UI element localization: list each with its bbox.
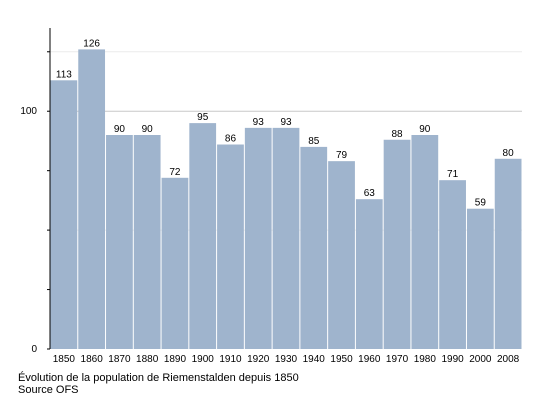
bars xyxy=(50,49,522,350)
x-tick-1900: 1900 xyxy=(192,354,215,365)
data-label-1890: 72 xyxy=(169,167,181,178)
data-label-1870: 90 xyxy=(114,124,126,135)
x-tick-1990: 1990 xyxy=(441,354,464,365)
x-tick-1890: 1890 xyxy=(164,354,187,365)
x-tick-2000: 2000 xyxy=(469,354,492,365)
data-label-1910: 86 xyxy=(225,134,237,145)
x-tick-1880: 1880 xyxy=(136,354,159,365)
bar-1960 xyxy=(355,199,383,349)
y-tick-label-100: 100 xyxy=(20,106,37,117)
data-label-1990: 71 xyxy=(447,169,459,180)
x-tick-1960: 1960 xyxy=(358,354,381,365)
bar-1920 xyxy=(244,127,272,349)
bar-1880 xyxy=(133,135,161,349)
chart-caption: Évolution de la population de Riemenstal… xyxy=(18,372,299,384)
data-label-1940: 85 xyxy=(308,136,320,147)
data-labels: 113 126 90 90 72 95 86 93 93 85 79 63 88 90 71 59 80 xyxy=(56,38,514,208)
data-label-1920: 93 xyxy=(253,117,265,128)
x-tick-1920: 1920 xyxy=(247,354,270,365)
bar-1970 xyxy=(383,139,411,349)
x-tick-1970: 1970 xyxy=(386,354,409,365)
bar-1890 xyxy=(161,177,189,349)
data-label-1930: 93 xyxy=(280,117,292,128)
x-tick-1980: 1980 xyxy=(414,354,437,365)
y-tick-label-0: 0 xyxy=(31,344,37,355)
data-label-1960: 63 xyxy=(364,188,376,199)
x-tick-1910: 1910 xyxy=(219,354,242,365)
data-label-1980: 90 xyxy=(419,124,431,135)
x-tick-1860: 1860 xyxy=(81,354,104,365)
x-tick-1940: 1940 xyxy=(303,354,326,365)
data-label-1850: 113 xyxy=(56,69,72,80)
bar-1850 xyxy=(50,80,78,350)
bar-2000 xyxy=(466,208,494,349)
bar-1990 xyxy=(439,180,466,349)
bar-1870 xyxy=(106,135,133,349)
x-tick-1850: 1850 xyxy=(53,354,76,365)
chart-source: Source OFS xyxy=(18,384,79,396)
data-label-2000: 59 xyxy=(475,198,487,209)
bar-1950 xyxy=(328,161,355,349)
data-label-1880: 90 xyxy=(142,124,154,135)
x-tick-1930: 1930 xyxy=(275,354,298,365)
data-label-1950: 79 xyxy=(336,150,348,161)
data-label-1900: 95 xyxy=(197,112,209,123)
bar-2008 xyxy=(494,158,522,349)
x-tick-1870: 1870 xyxy=(108,354,131,365)
data-label-1970: 88 xyxy=(391,129,403,140)
bar-1980 xyxy=(411,135,439,349)
bar-1860 xyxy=(78,49,106,350)
data-label-2008: 80 xyxy=(503,148,515,159)
y-tick-labels: 0 100 xyxy=(20,51,50,355)
x-tick-2008: 2008 xyxy=(497,354,520,365)
bar-1900 xyxy=(189,123,217,349)
x-tick-labels: 1850 1860 1870 1880 1890 1900 1910 1920 1930 1940… xyxy=(53,354,520,365)
bar-1930 xyxy=(272,127,300,349)
x-tick-1950: 1950 xyxy=(330,354,353,365)
bar-1940 xyxy=(300,146,328,349)
data-label-1860: 126 xyxy=(83,38,100,49)
bar-1910 xyxy=(217,144,244,349)
